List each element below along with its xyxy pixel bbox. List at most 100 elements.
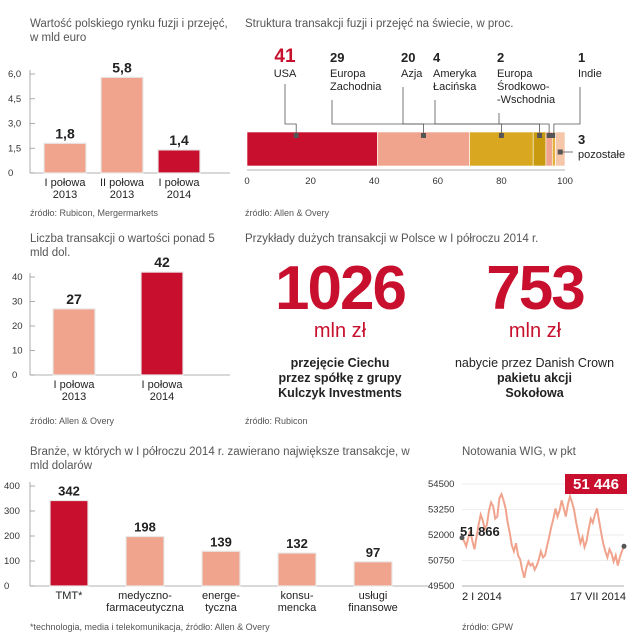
segment-name-label: Środkowo- bbox=[497, 80, 550, 93]
y-tick-label: 4,5 bbox=[8, 94, 21, 105]
category-label: farmaceutyczna bbox=[106, 602, 185, 614]
example-left-line2: przez spółkę z grupy bbox=[278, 371, 402, 385]
x-tick-label: 80 bbox=[496, 176, 507, 187]
bar-value-label: 132 bbox=[286, 536, 308, 551]
bar bbox=[201, 550, 241, 587]
chart4-source: *technologia, media i telekomunikacja, ź… bbox=[30, 622, 270, 632]
chart5-title: Notowania WIG, w pkt bbox=[462, 446, 576, 458]
chart1-source: źródło: Rubicon, Mergermarkets bbox=[30, 208, 159, 218]
leader-line bbox=[553, 87, 581, 135]
category-label: II połowa bbox=[100, 177, 145, 189]
segment-name-label: Azja bbox=[401, 68, 423, 80]
segment-name-label: Łacińska bbox=[433, 81, 477, 93]
bar bbox=[140, 271, 184, 376]
leader-marker bbox=[551, 133, 557, 138]
y-tick-label: 40 bbox=[12, 272, 23, 283]
example-left-desc: przejęcie Ciechu przez spółkę z grupy Ku… bbox=[240, 356, 440, 401]
segment-name-label: Europa bbox=[497, 68, 533, 80]
wig-line bbox=[461, 491, 625, 579]
category-label: 2014 bbox=[150, 391, 174, 403]
y-tick-label: 100 bbox=[4, 556, 20, 567]
y-tick-label: 0 bbox=[4, 581, 9, 592]
x-tick-label: 17 VII 2014 bbox=[570, 591, 626, 603]
segment-name-label: Indie bbox=[578, 68, 602, 80]
y-tick-label: 0 bbox=[8, 168, 13, 179]
y-tick-label: 10 bbox=[12, 346, 23, 357]
category-label: 2013 bbox=[110, 189, 134, 201]
bar bbox=[100, 76, 144, 174]
bar bbox=[157, 149, 201, 174]
leader-marker bbox=[498, 133, 504, 138]
segment-value-label: 1 bbox=[578, 50, 585, 65]
segment-value-label: 41 bbox=[274, 46, 296, 67]
bar bbox=[277, 552, 317, 587]
segment-name-label: Zachodnia bbox=[330, 81, 382, 93]
bar-value-label: 97 bbox=[366, 545, 380, 560]
chart3-title: Struktura transakcji fuzji i przejęć na … bbox=[245, 18, 514, 30]
leader-line bbox=[284, 84, 297, 135]
bar-value-label: 5,8 bbox=[112, 60, 132, 75]
start-value-label: 51 866 bbox=[460, 524, 500, 539]
example-right-line1: nabycie przez Danish Crown bbox=[454, 356, 615, 370]
x-tick-label: 20 bbox=[305, 176, 316, 187]
y-tick-label: 200 bbox=[4, 531, 20, 542]
segment-value-label: 2 bbox=[497, 50, 504, 65]
segment-name-label: pozostałe bbox=[578, 149, 625, 161]
bar-value-label: 27 bbox=[66, 291, 82, 307]
bar-value-label: 42 bbox=[154, 255, 170, 270]
leader-marker bbox=[293, 133, 299, 138]
y-tick-label: 20 bbox=[12, 321, 23, 332]
stack-segment bbox=[246, 131, 378, 167]
y-tick-label: 3,0 bbox=[8, 119, 21, 130]
chart3-svg: 41USA29EuropaZachodnia20Azja4AmerykaŁaci… bbox=[244, 46, 625, 187]
category-label: 2013 bbox=[53, 189, 77, 201]
example-left-line1: przejęcie Ciechu bbox=[290, 356, 390, 370]
bar bbox=[353, 561, 393, 587]
end-value-box bbox=[565, 474, 627, 494]
bar bbox=[125, 535, 165, 587]
example-left-unit: mln zł bbox=[313, 320, 367, 342]
start-point bbox=[459, 535, 465, 541]
example-right-line3: Sokołowa bbox=[505, 386, 564, 400]
x-tick-label: 60 bbox=[433, 176, 444, 187]
example-right-value: 753 bbox=[486, 254, 585, 323]
x-tick-label: 100 bbox=[557, 176, 573, 187]
bar-value-label: 198 bbox=[134, 520, 156, 535]
segment-name-label: Ameryka bbox=[433, 68, 477, 80]
chart3-source: źródło: Allen & Overy bbox=[245, 208, 330, 218]
y-tick-label: 1,5 bbox=[8, 143, 21, 154]
x-tick-label: 40 bbox=[369, 176, 380, 187]
category-label: I połowa bbox=[142, 379, 184, 391]
y-tick-label: 30 bbox=[12, 297, 23, 308]
y-tick-label: 50750 bbox=[428, 556, 454, 567]
bar bbox=[49, 499, 89, 587]
x-tick-label: 2 I 2014 bbox=[462, 591, 502, 603]
chart5-source: źródło: GPW bbox=[462, 622, 514, 632]
category-label: I połowa bbox=[45, 177, 87, 189]
category-label: TMT* bbox=[56, 590, 84, 602]
bar-value-label: 1,8 bbox=[55, 125, 75, 141]
y-tick-label: 49500 bbox=[428, 581, 454, 592]
example-right-unit: mln zł bbox=[508, 320, 562, 342]
category-label: 2013 bbox=[62, 391, 86, 403]
example-left-line3: Kulczyk Investments bbox=[278, 386, 402, 400]
example-left-value: 1026 bbox=[275, 254, 407, 323]
stack-segment bbox=[555, 131, 566, 167]
chart1-title: Wartość polskiego rynku fuzji i przejęć,… bbox=[30, 18, 228, 44]
leader-marker bbox=[537, 133, 543, 138]
category-label: medyczno- bbox=[118, 590, 172, 602]
end-point bbox=[621, 543, 627, 549]
y-tick-label: 53250 bbox=[428, 505, 454, 516]
chart4-title: Branże, w których w I półroczu 2014 r. z… bbox=[30, 446, 410, 472]
x-tick-label: 0 bbox=[244, 176, 249, 187]
y-tick-label: 6,0 bbox=[8, 69, 21, 80]
chart4-svg: 0 100 200 300 400 342 TMT* 198 medyczno-farmaceu… bbox=[4, 481, 430, 614]
leader-line bbox=[498, 113, 550, 135]
bar bbox=[52, 308, 96, 376]
y-tick-label: 52000 bbox=[428, 530, 454, 541]
y-tick-label: 300 bbox=[4, 506, 20, 517]
category-label: tyczna bbox=[205, 602, 238, 614]
bar bbox=[43, 142, 87, 174]
